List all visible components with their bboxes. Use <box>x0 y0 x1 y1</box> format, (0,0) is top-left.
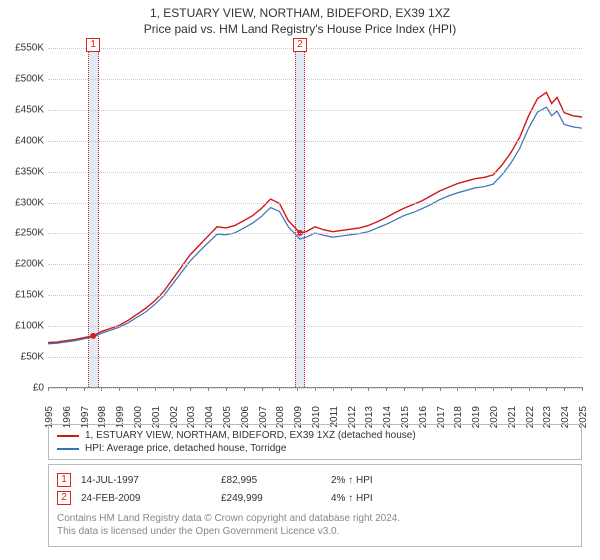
gridline-h <box>48 110 582 111</box>
x-tick <box>262 387 263 391</box>
sale-hpi-delta: 2% ↑ HPI <box>331 475 421 486</box>
x-tick <box>529 387 530 391</box>
gridline-h <box>48 264 582 265</box>
gridline-h <box>48 357 582 358</box>
x-tick <box>279 387 280 391</box>
price-chart: £0£50K£100K£150K£200K£250K£300K£350K£400… <box>48 48 582 388</box>
legend-panel: 1, ESTUARY VIEW, NORTHAM, BIDEFORD, EX39… <box>48 424 582 460</box>
sale-row: 1 14-JUL-1997 £82,995 2% ↑ HPI <box>57 471 573 489</box>
x-tick <box>119 387 120 391</box>
legend-label: HPI: Average price, detached house, Torr… <box>85 443 286 454</box>
line-plot-svg <box>48 48 582 387</box>
x-tick <box>208 387 209 391</box>
sale-row: 2 24-FEB-2009 £249,999 4% ↑ HPI <box>57 489 573 507</box>
sale-marker-badge: 1 <box>57 473 71 487</box>
sale-date: 24-FEB-2009 <box>81 493 211 504</box>
legend-row: 1, ESTUARY VIEW, NORTHAM, BIDEFORD, EX39… <box>57 429 573 442</box>
y-axis-label: £0 <box>6 383 44 394</box>
x-tick <box>297 387 298 391</box>
x-tick <box>48 387 49 391</box>
x-tick <box>173 387 174 391</box>
x-tick <box>333 387 334 391</box>
chart-subtitle: Price paid vs. HM Land Registry's House … <box>0 22 600 36</box>
sale-price: £82,995 <box>221 475 321 486</box>
y-axis-label: £250K <box>6 228 44 239</box>
y-axis-label: £200K <box>6 259 44 270</box>
x-tick <box>422 387 423 391</box>
sale-marker-dot <box>90 333 96 339</box>
y-axis-label: £550K <box>6 43 44 54</box>
y-axis-label: £300K <box>6 197 44 208</box>
x-tick <box>440 387 441 391</box>
x-tick <box>546 387 547 391</box>
x-tick <box>511 387 512 391</box>
x-tick <box>351 387 352 391</box>
x-tick <box>244 387 245 391</box>
gridline-h <box>48 203 582 204</box>
gridline-h <box>48 79 582 80</box>
y-axis-label: £150K <box>6 290 44 301</box>
series-line-property <box>48 92 582 342</box>
x-tick <box>457 387 458 391</box>
sale-marker-flag: 1 <box>86 38 100 52</box>
y-axis-label: £450K <box>6 104 44 115</box>
y-axis-label: £50K <box>6 352 44 363</box>
legend-swatch <box>57 448 79 450</box>
gridline-h <box>48 233 582 234</box>
gridline-h <box>48 172 582 173</box>
x-tick <box>155 387 156 391</box>
gridline-h <box>48 141 582 142</box>
series-line-hpi <box>48 107 582 344</box>
sales-panel: 1 14-JUL-1997 £82,995 2% ↑ HPI 2 24-FEB-… <box>48 464 582 547</box>
x-tick <box>101 387 102 391</box>
x-tick <box>137 387 138 391</box>
gridline-h <box>48 48 582 49</box>
copyright-line: This data is licensed under the Open Gov… <box>57 526 573 539</box>
y-axis-label: £400K <box>6 135 44 146</box>
chart-title: 1, ESTUARY VIEW, NORTHAM, BIDEFORD, EX39… <box>0 6 600 20</box>
x-tick <box>386 387 387 391</box>
x-tick <box>404 387 405 391</box>
y-axis-label: £100K <box>6 321 44 332</box>
copyright-text: Contains HM Land Registry data © Crown c… <box>57 513 573 538</box>
x-tick <box>190 387 191 391</box>
x-tick <box>475 387 476 391</box>
sale-marker-badge: 2 <box>57 491 71 505</box>
x-tick <box>226 387 227 391</box>
sale-date: 14-JUL-1997 <box>81 475 211 486</box>
legend-swatch <box>57 435 79 437</box>
x-tick <box>493 387 494 391</box>
gridline-h <box>48 326 582 327</box>
x-tick <box>84 387 85 391</box>
y-axis-label: £500K <box>6 73 44 84</box>
legend-label: 1, ESTUARY VIEW, NORTHAM, BIDEFORD, EX39… <box>85 430 416 441</box>
sale-marker-flag: 2 <box>293 38 307 52</box>
sale-price: £249,999 <box>221 493 321 504</box>
x-tick <box>368 387 369 391</box>
x-tick <box>66 387 67 391</box>
y-axis-label: £350K <box>6 166 44 177</box>
copyright-line: Contains HM Land Registry data © Crown c… <box>57 513 573 526</box>
sale-hpi-delta: 4% ↑ HPI <box>331 493 421 504</box>
x-tick <box>582 387 583 391</box>
gridline-h <box>48 295 582 296</box>
x-tick <box>564 387 565 391</box>
x-tick <box>315 387 316 391</box>
legend-row: HPI: Average price, detached house, Torr… <box>57 442 573 455</box>
chart-title-block: 1, ESTUARY VIEW, NORTHAM, BIDEFORD, EX39… <box>0 0 600 36</box>
